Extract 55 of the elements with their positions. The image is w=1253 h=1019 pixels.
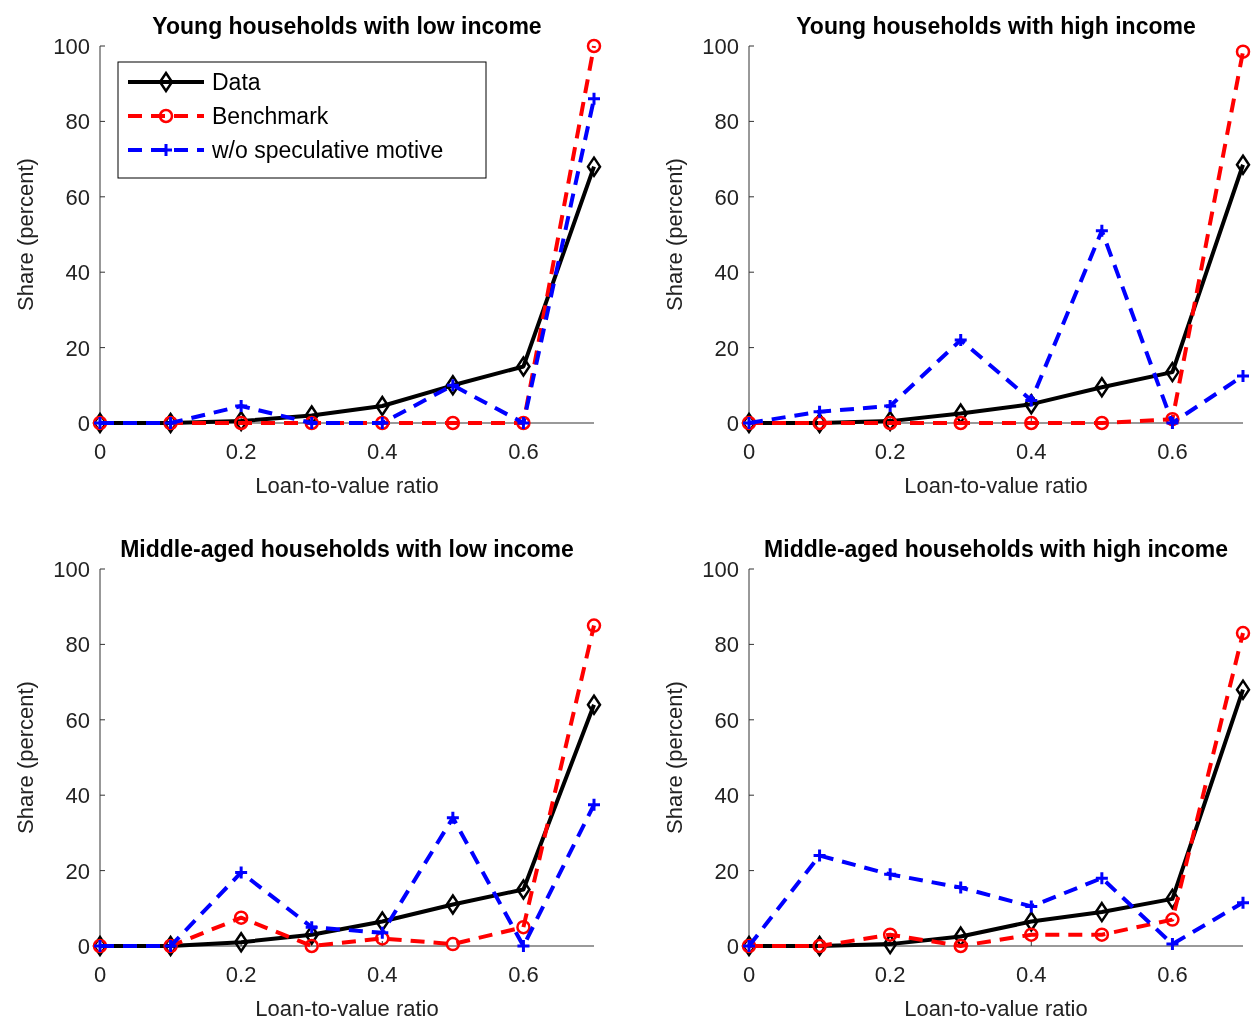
y-tick-label: 80 xyxy=(714,109,739,135)
y-tick-label: 40 xyxy=(65,260,90,286)
y-tick-label: 0 xyxy=(77,411,90,436)
x-tick-label: 0.6 xyxy=(1157,962,1188,987)
x-tick-label: 0.2 xyxy=(874,962,906,987)
y-tick-label: 40 xyxy=(714,260,739,286)
x-tick-label: 0.4 xyxy=(1015,439,1047,464)
x-tick-label: 0.6 xyxy=(508,962,539,987)
y-tick-label: 80 xyxy=(714,632,739,658)
y-tick-label: 0 xyxy=(726,411,739,436)
chart-title: Middle-aged households with low income xyxy=(120,536,574,562)
x-tick-label: 0.4 xyxy=(366,439,398,464)
y-tick-label: 60 xyxy=(714,707,739,733)
y-tick-label: 60 xyxy=(65,707,90,733)
x-tick-label: 0 xyxy=(93,439,107,464)
y-tick-label: 100 xyxy=(53,557,90,582)
y-tick-label: 80 xyxy=(65,632,90,658)
x-tick-label: 0 xyxy=(742,439,756,464)
legend-label: Benchmark xyxy=(212,103,329,129)
chart-title: Young households with high income xyxy=(796,13,1196,39)
legend-label: Data xyxy=(212,69,261,95)
x-axis-title: Loan-to-value ratio xyxy=(904,473,1088,498)
x-tick-label: 0.4 xyxy=(1015,962,1047,987)
y-tick-label: 20 xyxy=(65,858,90,884)
x-tick-label: 0.2 xyxy=(225,439,257,464)
y-tick-label: 100 xyxy=(702,557,739,582)
y-tick-label: 0 xyxy=(77,934,90,959)
chart-title: Young households with low income xyxy=(152,13,542,39)
y-tick-label: 100 xyxy=(702,34,739,59)
x-axis-title: Loan-to-value ratio xyxy=(904,996,1088,1019)
y-tick-label: 60 xyxy=(65,184,90,210)
legend-label: w/o speculative motive xyxy=(211,137,444,163)
y-axis-title: Share (percent) xyxy=(13,158,38,311)
x-tick-label: 0.2 xyxy=(225,962,257,987)
x-axis-title: Loan-to-value ratio xyxy=(255,473,439,498)
y-tick-label: 20 xyxy=(65,335,90,361)
y-axis-title: Share (percent) xyxy=(662,681,687,834)
x-tick-label: 0 xyxy=(93,962,107,987)
x-tick-label: 0 xyxy=(742,962,756,987)
y-axis-title: Share (percent) xyxy=(662,158,687,311)
y-tick-label: 40 xyxy=(714,783,739,809)
x-tick-label: 0.2 xyxy=(874,439,906,464)
x-tick-label: 0.6 xyxy=(1157,439,1188,464)
x-tick-label: 0.4 xyxy=(366,962,398,987)
y-tick-label: 40 xyxy=(65,783,90,809)
y-tick-label: 20 xyxy=(714,858,739,884)
y-tick-label: 100 xyxy=(53,34,90,59)
chart-title: Middle-aged households with high income xyxy=(764,536,1228,562)
x-tick-label: 0.6 xyxy=(508,439,539,464)
y-tick-label: 20 xyxy=(714,335,739,361)
y-axis-title: Share (percent) xyxy=(13,681,38,834)
y-tick-label: 60 xyxy=(714,184,739,210)
y-tick-label: 80 xyxy=(65,109,90,135)
y-tick-label: 0 xyxy=(726,934,739,959)
x-axis-title: Loan-to-value ratio xyxy=(255,996,439,1019)
